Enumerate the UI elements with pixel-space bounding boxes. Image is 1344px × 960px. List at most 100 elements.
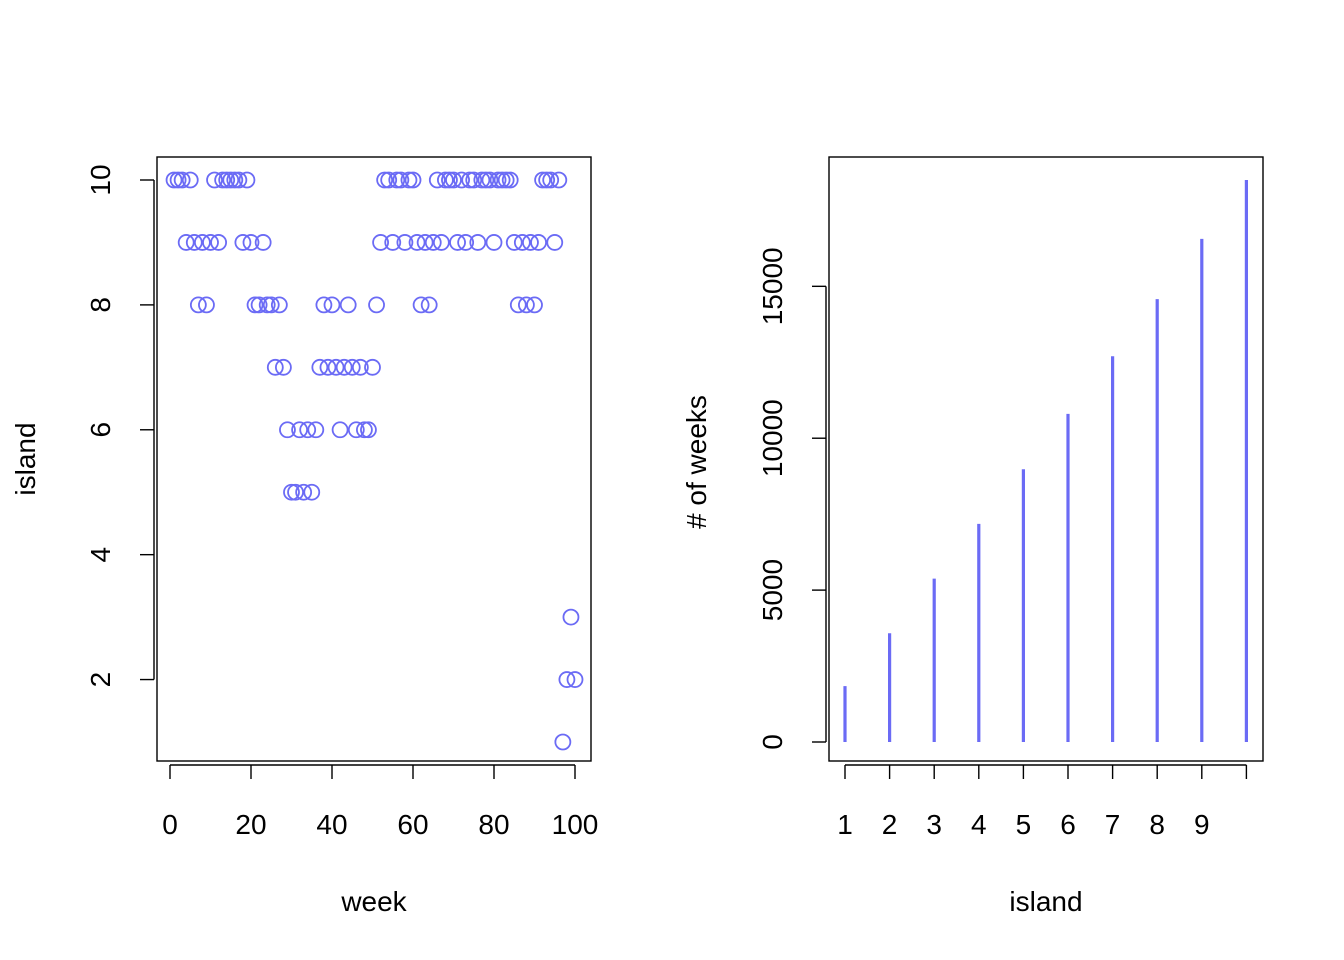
scatter-point: [424, 234, 442, 251]
weeks-x-tick-label: 8: [1149, 809, 1165, 840]
scatter-point: [481, 171, 499, 189]
scatter-point: [250, 296, 268, 314]
scatter-point: [364, 358, 381, 376]
scatter-point: [562, 608, 580, 626]
scatter-point: [384, 234, 402, 251]
scatter-point: [287, 483, 304, 501]
scatter-point: [546, 234, 564, 251]
scatter-point: [489, 171, 507, 189]
scatter-point: [428, 171, 446, 189]
weeks-x-tick-label: 4: [971, 809, 987, 840]
scatter-point: [432, 234, 450, 251]
scatter-point: [173, 171, 191, 189]
scatter-point: [254, 234, 272, 251]
weeks-x-tick-label: 2: [882, 809, 898, 840]
scatter-point: [347, 421, 365, 439]
scatter-point: [185, 234, 203, 251]
scatter-point: [242, 234, 260, 251]
scatter-point: [339, 296, 357, 314]
scatter-point: [193, 234, 211, 251]
scatter-point: [331, 421, 349, 439]
scatter-x-tick-label: 60: [397, 809, 428, 840]
scatter-point: [355, 421, 373, 439]
scatter-point: [295, 483, 313, 501]
weeks-x-tick-label: 1: [837, 809, 853, 840]
scatter-y-axis: 2 4 6 8 10: [85, 164, 155, 688]
scatter-point: [299, 421, 317, 439]
scatter-point: [436, 171, 454, 189]
scatter-point: [441, 171, 458, 189]
scatter-point: [396, 234, 414, 251]
scatter-point: [505, 234, 523, 251]
scatter-point: [279, 421, 296, 439]
scatter-x-axis-label: week: [340, 886, 407, 917]
scatter-point: [392, 171, 410, 189]
scatter-point: [270, 296, 288, 314]
scatter-x-tick-label: 20: [235, 809, 266, 840]
scatter-point: [214, 171, 232, 189]
scatter-point: [303, 483, 321, 501]
scatter-point: [307, 421, 325, 439]
scatter-point: [404, 171, 422, 189]
scatter-y-tick-label: 4: [85, 547, 116, 563]
scatter-y-tick-label: 8: [85, 297, 116, 313]
scatter-point: [518, 296, 535, 314]
scatter-point: [360, 421, 377, 439]
weeks-plot-frame: [828, 156, 1264, 762]
weeks-x-axis-label: island: [1009, 886, 1082, 917]
scatter-point: [497, 171, 515, 189]
scatter-points: [165, 171, 584, 751]
scatter-point: [408, 234, 426, 251]
scatter-point: [380, 171, 398, 189]
scatter-point: [169, 171, 187, 189]
scatter-point: [351, 358, 369, 376]
scatter-point: [368, 296, 385, 314]
scatter-point: [206, 171, 223, 189]
scatter-point: [198, 296, 215, 314]
scatter-point: [165, 171, 183, 189]
scatter-point: [323, 296, 341, 314]
scatter-point: [376, 171, 394, 189]
scatter-point: [493, 171, 511, 189]
scatter-point: [230, 171, 248, 189]
scatter-point: [461, 171, 479, 189]
scatter-point: [477, 171, 495, 189]
scatter-point: [315, 296, 333, 314]
scatter-y-axis-label: island: [10, 422, 41, 495]
scatter-point: [469, 234, 487, 251]
scatter-point: [283, 483, 300, 501]
scatter-x-tick-label: 80: [478, 809, 509, 840]
scatter-point: [445, 171, 462, 189]
scatter-point: [558, 671, 576, 688]
scatter-point: [530, 234, 547, 251]
weeks-y-axis-label: # of weeks: [681, 395, 712, 529]
scatter-point: [388, 171, 406, 189]
scatter-point: [202, 234, 219, 251]
scatter-plot-frame: [156, 156, 592, 762]
scatter-point: [485, 234, 503, 251]
scatter-point: [554, 733, 572, 751]
scatter-point: [372, 234, 390, 251]
scatter-point: [534, 171, 551, 189]
scatter-point: [319, 358, 337, 376]
scatter-point: [189, 296, 207, 314]
scatter-y-tick-label: 2: [85, 672, 116, 688]
scatter-point: [274, 358, 292, 376]
scatter-point: [327, 358, 345, 376]
scatter-point: [258, 296, 276, 314]
scatter-point: [226, 171, 244, 189]
scatter-point: [291, 421, 309, 439]
scatter-point: [501, 171, 519, 189]
scatter-point: [416, 234, 434, 251]
scatter-point: [457, 234, 475, 251]
weeks-y-tick-label: 5000: [757, 559, 788, 621]
scatter-point: [550, 171, 568, 189]
scatter-point: [513, 234, 531, 251]
scatter-point: [262, 296, 280, 314]
scatter-point: [412, 296, 430, 314]
scatter-point: [509, 296, 527, 314]
scatter-panel: 0 20 40 60 80 100 2 4 6 8 10 week island: [10, 156, 598, 917]
